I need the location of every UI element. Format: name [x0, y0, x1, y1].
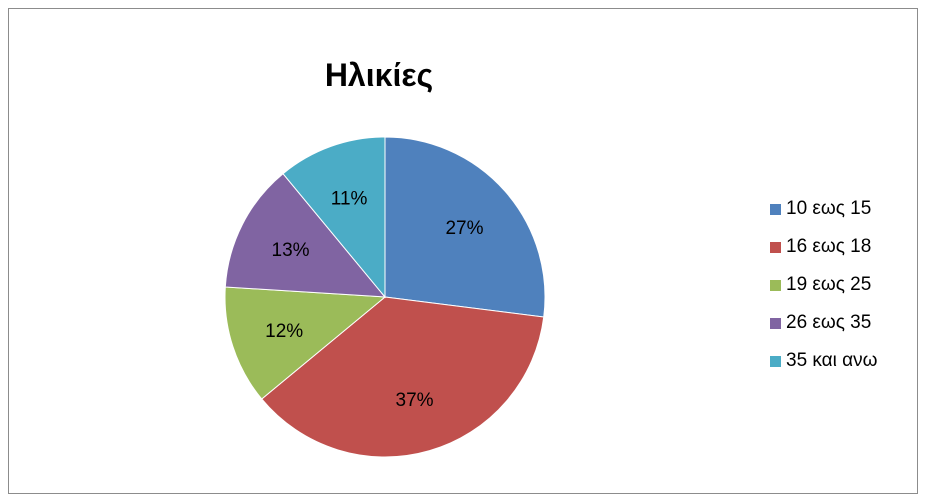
legend-label: 35 και ανω [786, 350, 878, 371]
pie-slice-3 [224, 286, 387, 400]
chart-title: Ηλικίες [324, 57, 434, 93]
pie-slice-5 [282, 136, 386, 299]
pie-slice-2 [261, 296, 545, 458]
legend-item-4: 26 εως 35 [770, 304, 877, 342]
legend-item-1: 10 εως 15 [770, 190, 877, 228]
legend-label: 16 εως 18 [786, 236, 872, 257]
legend-item-3: 19 εως 25 [770, 266, 877, 304]
legend-swatch [770, 317, 781, 329]
pie-slice-4 [224, 173, 387, 298]
legend-label: 26 εως 35 [786, 312, 872, 333]
legend-item-2: 16 εως 18 [770, 228, 877, 266]
pie-slice-1 [384, 136, 546, 318]
legend-swatch [770, 355, 781, 367]
data-label-slice-3: 12% [265, 321, 303, 342]
legend-item-5: 35 και ανω [770, 342, 877, 380]
data-label-slice-5: 11% [331, 188, 368, 209]
legend-swatch [770, 241, 781, 253]
data-label-slice-1: 27% [445, 218, 483, 239]
data-label-slice-4: 13% [272, 240, 310, 261]
data-label-slice-2: 37% [396, 390, 434, 411]
chart-legend: 10 εως 15 16 εως 18 19 εως 25 26 εως 35 35 κ… [770, 190, 877, 380]
legend-swatch [770, 203, 781, 215]
legend-label: 10 εως 15 [786, 198, 872, 219]
legend-swatch [770, 279, 781, 291]
legend-label: 19 εως 25 [786, 274, 872, 295]
